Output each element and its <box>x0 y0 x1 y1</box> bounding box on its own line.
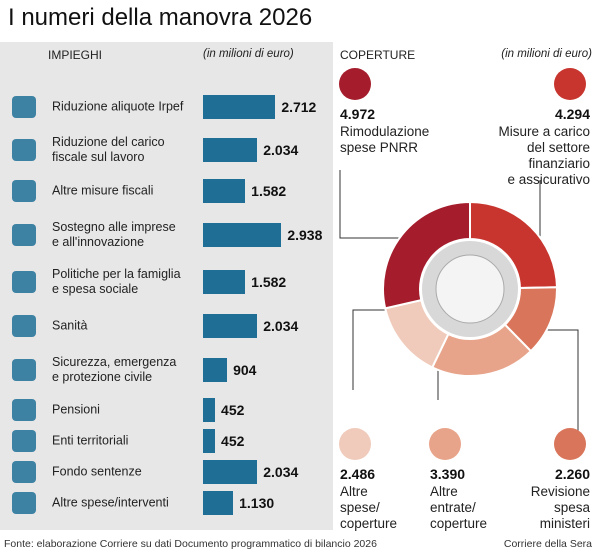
icon <box>12 315 36 337</box>
value-label: 2.260 <box>554 466 590 482</box>
value-label: 1.130 <box>239 495 275 511</box>
value-label: 1.582 <box>251 274 287 290</box>
bar <box>203 358 228 382</box>
value-label: 4.972 <box>340 106 376 122</box>
category-label: Altre misure fiscali <box>52 183 154 198</box>
icon <box>12 399 36 421</box>
section-title: COPERTURE <box>340 48 416 62</box>
category-label: Sicurezza, emergenza e protezione civile <box>52 355 177 384</box>
segment-label: Misure a carico del settore finanziario … <box>498 124 590 187</box>
unit: (in milioni di euro) <box>501 48 592 60</box>
panel <box>0 42 333 530</box>
value-label: 2.712 <box>281 99 317 115</box>
credit: Corriere della Sera <box>503 538 592 550</box>
icon <box>12 492 36 514</box>
icon <box>554 428 586 460</box>
icon <box>339 68 371 100</box>
donut-chart <box>339 170 579 440</box>
leader <box>339 170 423 239</box>
icon <box>12 430 36 452</box>
category-label: Riduzione aliquote Irpef <box>52 99 184 114</box>
value-label: 3.390 <box>430 466 466 482</box>
icon <box>554 68 586 100</box>
bar <box>203 429 216 453</box>
bar <box>203 138 258 162</box>
icon <box>12 96 36 118</box>
segment-label: Altre spese/ coperture <box>340 484 398 531</box>
category-label: Pensioni <box>52 402 100 417</box>
icon <box>12 139 36 161</box>
value-label: 452 <box>221 402 245 418</box>
icon <box>12 461 36 483</box>
bar <box>203 398 216 422</box>
value-label: 4.294 <box>554 106 590 122</box>
donut-segment <box>382 200 471 310</box>
title: I numeri della manovra 2026 <box>8 4 313 31</box>
bar <box>203 460 258 484</box>
icon <box>429 428 461 460</box>
category-label: Sanità <box>52 318 88 333</box>
value-label: 904 <box>233 362 257 378</box>
segment-label: Rimodulazione spese PNRR <box>340 124 430 155</box>
value-label: 2.938 <box>287 227 323 243</box>
icon <box>12 271 36 293</box>
source: Fonte: elaborazione Corriere su dati Doc… <box>4 538 377 550</box>
value-label: 1.582 <box>251 183 287 199</box>
category-label: Enti territoriali <box>52 433 129 448</box>
value-label: 2.034 <box>263 318 299 334</box>
value-label: 452 <box>221 433 245 449</box>
bar <box>203 491 234 515</box>
segment-label: Altre entrate/ coperture <box>430 484 488 531</box>
icon <box>339 428 371 460</box>
category-label: Riduzione del carico fiscale sul lavoro <box>52 135 165 164</box>
value-label: 2.034 <box>263 464 299 480</box>
bar <box>203 270 246 294</box>
emblem <box>435 254 505 324</box>
category-label: Sostegno alle imprese e all'innovazione <box>52 220 176 249</box>
icon <box>12 224 36 246</box>
unit: (in milioni di euro) <box>203 48 294 60</box>
bar <box>203 314 258 338</box>
category-label: Altre spese/interventi <box>52 495 169 510</box>
bar <box>203 223 282 247</box>
category-label: Fondo sentenze <box>52 464 142 479</box>
category-label: Politiche per la famiglia e spesa social… <box>52 267 181 296</box>
icon <box>12 180 36 202</box>
value-label: 2.034 <box>263 142 299 158</box>
bar <box>203 179 246 203</box>
value-label: 2.486 <box>340 466 376 482</box>
section-title: IMPIEGHI <box>48 48 103 62</box>
bar <box>203 95 276 119</box>
icon <box>12 359 36 381</box>
segment-label: Revisione spesa ministeri <box>530 484 590 531</box>
